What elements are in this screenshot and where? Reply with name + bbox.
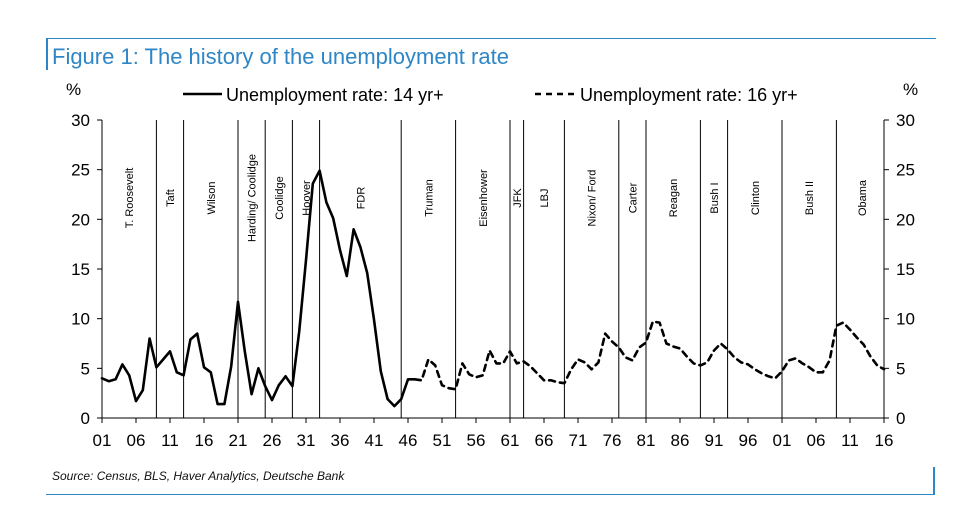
- y-tick-label-right: 0: [896, 409, 905, 428]
- x-tick-label: 31: [297, 431, 316, 450]
- y-tick-label-right: 25: [896, 161, 915, 180]
- president-label: Nixon/ Ford: [587, 170, 599, 227]
- x-tick-label: 01: [93, 431, 112, 450]
- x-tick-label: 66: [535, 431, 554, 450]
- president-label: Obama: [857, 179, 869, 216]
- chart-title: Figure 1: The history of the unemploymen…: [52, 44, 509, 69]
- president-label: Wilson: [206, 181, 218, 214]
- frame-right-border: [933, 467, 935, 495]
- president-label: LBJ: [539, 189, 551, 208]
- x-tick-label: 91: [705, 431, 724, 450]
- frame-bottom-border: [46, 494, 935, 495]
- president-label: Truman: [423, 179, 435, 217]
- y-tick-label-left: 0: [81, 409, 90, 428]
- x-tick-label: 46: [399, 431, 418, 450]
- y-axis-unit-left: %: [66, 80, 81, 99]
- x-tick-label: 51: [433, 431, 452, 450]
- y-tick-label-left: 15: [71, 260, 90, 279]
- series-line-16yr: [413, 320, 886, 391]
- x-tick-label: 86: [671, 431, 690, 450]
- x-tick-label: 16: [195, 431, 214, 450]
- frame-top-border: [46, 38, 936, 39]
- president-label: Bush II: [804, 181, 816, 215]
- x-tick-label: 96: [739, 431, 758, 450]
- x-tick-label: 16: [875, 431, 894, 450]
- x-tick-label: 56: [467, 431, 486, 450]
- y-tick-label-right: 20: [896, 210, 915, 229]
- y-tick-label-left: 5: [81, 359, 90, 378]
- y-tick-label-right: 15: [896, 260, 915, 279]
- president-label: Bush I: [709, 182, 721, 213]
- y-tick-label-left: 30: [71, 111, 90, 130]
- x-tick-label: 06: [127, 431, 146, 450]
- president-label: Reagan: [668, 179, 680, 218]
- president-label: Clinton: [750, 181, 762, 215]
- x-tick-label: 81: [637, 431, 656, 450]
- y-tick-label-right: 10: [896, 310, 915, 329]
- president-label: Harding/ Coolidge: [247, 154, 259, 242]
- president-label: T. Roosevelt: [124, 168, 136, 229]
- x-tick-label: 21: [229, 431, 248, 450]
- series-line-14yr: [100, 169, 417, 408]
- y-tick-label-right: 5: [896, 359, 905, 378]
- y-axis-unit-right: %: [903, 80, 918, 99]
- x-tick-label: 71: [569, 431, 588, 450]
- frame-left-border: [46, 38, 48, 70]
- legend-label-16yr: Unemployment rate: 16 yr+: [580, 85, 798, 105]
- y-tick-label-left: 25: [71, 161, 90, 180]
- x-tick-label: 11: [161, 431, 179, 450]
- legend-label-14yr: Unemployment rate: 14 yr+: [226, 85, 444, 105]
- president-label: Coolidge: [274, 176, 286, 219]
- x-tick-label: 36: [331, 431, 350, 450]
- x-tick-label: 06: [807, 431, 826, 450]
- x-tick-label: 61: [501, 431, 520, 450]
- president-label: JFK: [512, 188, 524, 208]
- x-tick-label: 76: [603, 431, 622, 450]
- x-tick-label: 11: [841, 431, 859, 450]
- source-note: Source: Census, BLS, Haver Analytics, De…: [52, 469, 345, 483]
- x-tick-label: 01: [773, 431, 792, 450]
- y-tick-label-right: 30: [896, 111, 915, 130]
- y-tick-label-left: 10: [71, 310, 90, 329]
- x-tick-label: 26: [263, 431, 282, 450]
- president-label: Eisenhower: [478, 169, 490, 227]
- y-tick-label-left: 20: [71, 210, 90, 229]
- president-label: Carter: [627, 182, 639, 213]
- president-label: Taft: [165, 189, 177, 207]
- x-tick-label: 41: [365, 431, 384, 450]
- president-label: FDR: [355, 187, 367, 210]
